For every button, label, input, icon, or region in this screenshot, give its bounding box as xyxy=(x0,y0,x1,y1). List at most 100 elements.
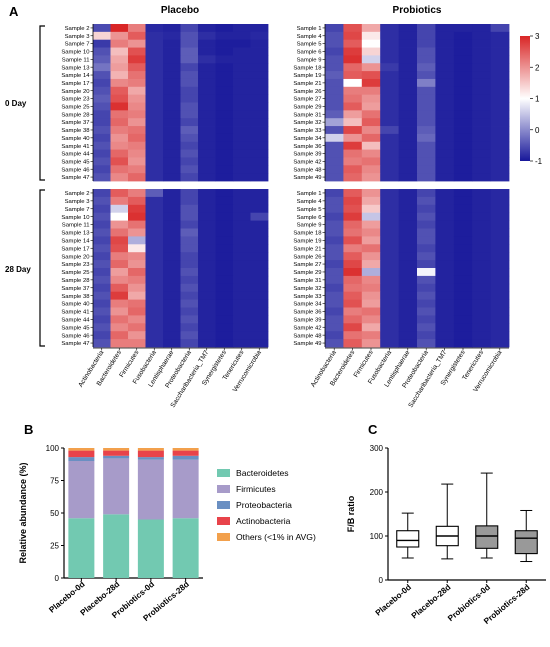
heatmap-cell xyxy=(380,252,399,261)
heatmap-cell xyxy=(472,228,491,237)
heatmap-cell xyxy=(93,86,111,96)
heatmap-cell xyxy=(233,173,251,182)
heatmap-cell xyxy=(198,71,216,80)
heatmap-cell xyxy=(215,126,234,135)
heatmap-cell xyxy=(180,31,199,41)
heatmap-cell xyxy=(398,236,418,245)
heatmap-cell xyxy=(215,220,234,229)
heatmap-cell xyxy=(361,268,381,277)
heatmap-cell xyxy=(180,39,199,48)
heatmap-cell xyxy=(250,244,269,253)
heatmap-cell xyxy=(435,228,455,237)
heatmap-cell xyxy=(325,94,344,103)
sample-label: Sample 5 xyxy=(297,42,323,48)
heatmap-cell xyxy=(215,31,234,41)
heatmap-cell xyxy=(93,252,111,261)
heatmap-cell xyxy=(250,173,269,182)
heatmap-cell xyxy=(325,220,344,229)
heatmap-cell xyxy=(198,39,216,48)
heatmap-cell xyxy=(128,212,146,221)
heatmap-cell xyxy=(417,141,436,150)
heatmap-cell xyxy=(128,275,146,285)
heatmap-cell xyxy=(453,47,473,56)
heatmap-cell xyxy=(417,149,436,158)
heatmap-cell xyxy=(380,307,399,316)
heatmap-cell xyxy=(128,141,146,150)
heatmap-cell xyxy=(325,339,344,348)
heatmap-cell xyxy=(110,86,129,96)
heatmap-cell xyxy=(325,252,344,261)
sample-label: Sample 18 xyxy=(293,231,322,237)
heatmap-cell xyxy=(145,47,164,56)
heatmap-cell xyxy=(215,102,234,111)
heatmap-cell xyxy=(325,315,344,324)
box-iqr xyxy=(514,530,538,555)
legend-label: Others (<1% in AVG) xyxy=(236,532,316,542)
sample-label: Sample 39 xyxy=(293,152,321,158)
heatmap-cell xyxy=(472,275,491,285)
heatmap-cell xyxy=(472,196,491,206)
heatmap-cell xyxy=(398,307,418,316)
heatmap-cell xyxy=(163,94,181,103)
heatmap-cell xyxy=(180,157,199,166)
heatmap-cell xyxy=(398,252,418,261)
heatmap-cell xyxy=(110,323,129,332)
heatmap-cell xyxy=(435,236,455,245)
heatmap-cell xyxy=(453,228,473,237)
heatmap-cell xyxy=(180,339,199,348)
heatmap-cell xyxy=(398,212,418,221)
heatmap-cell xyxy=(128,63,146,72)
heatmap-cell xyxy=(180,228,199,237)
heatmap-cell xyxy=(163,157,181,166)
heatmap-cell xyxy=(163,283,181,293)
heatmap-cell xyxy=(128,110,146,119)
heatmap-cell xyxy=(93,149,111,158)
heatmap-cell xyxy=(250,220,269,229)
panel-c-category-label: Placebo-0d xyxy=(374,583,413,618)
heatmap-cell xyxy=(325,126,344,135)
heatmap-cell xyxy=(180,307,199,316)
heatmap-cell xyxy=(163,55,181,64)
heatmap-cell xyxy=(215,275,234,285)
heatmap-cell xyxy=(180,204,199,214)
heatmap-cell xyxy=(472,299,491,308)
heatmap-cell xyxy=(180,275,199,285)
heatmap-cell xyxy=(453,275,473,285)
heatmap-cell xyxy=(453,307,473,316)
heatmap-cell xyxy=(361,291,381,300)
heatmap-cell xyxy=(250,55,269,64)
heatmap-cell xyxy=(250,275,269,285)
heatmap-cell xyxy=(145,157,164,166)
heatmap-cell xyxy=(398,24,418,33)
heatmap-cell xyxy=(453,110,473,119)
heatmap-cell xyxy=(453,339,473,348)
heatmap-cell xyxy=(198,141,216,150)
heatmap-cell xyxy=(128,126,146,135)
heatmap-cell xyxy=(380,126,399,135)
heatmap-cell xyxy=(215,339,234,348)
heatmap-cell xyxy=(215,133,234,143)
heatmap-cell xyxy=(435,244,455,253)
heatmap-cell xyxy=(110,228,129,237)
heatmap-cell xyxy=(343,63,363,72)
heatmap-probiotics-28-day: Sample 1 Sample 4 Sample 5 Sample 6 Sample 9… xyxy=(293,189,510,348)
row-group-label-0-day: 0 Day xyxy=(5,99,27,108)
heatmap-cell xyxy=(163,102,181,111)
heatmap-cell xyxy=(110,71,129,80)
heatmap-cell xyxy=(435,331,455,340)
heatmap-cell xyxy=(198,133,216,143)
heatmap-cell xyxy=(435,275,455,285)
heatmap-cell xyxy=(163,133,181,143)
heatmap-cell xyxy=(250,252,269,261)
heatmap-cell xyxy=(93,260,111,269)
heatmap-cell xyxy=(435,220,455,229)
heatmap-cell xyxy=(110,55,129,64)
heatmap-cell xyxy=(361,31,381,41)
heatmap-cell xyxy=(453,126,473,135)
heatmap-cell xyxy=(110,78,129,88)
heatmap-cell xyxy=(435,189,455,198)
sample-label: Sample 33 xyxy=(293,128,322,134)
heatmap-cell xyxy=(163,31,181,41)
heatmap-cell xyxy=(472,236,491,245)
heatmap-cell xyxy=(490,268,510,277)
